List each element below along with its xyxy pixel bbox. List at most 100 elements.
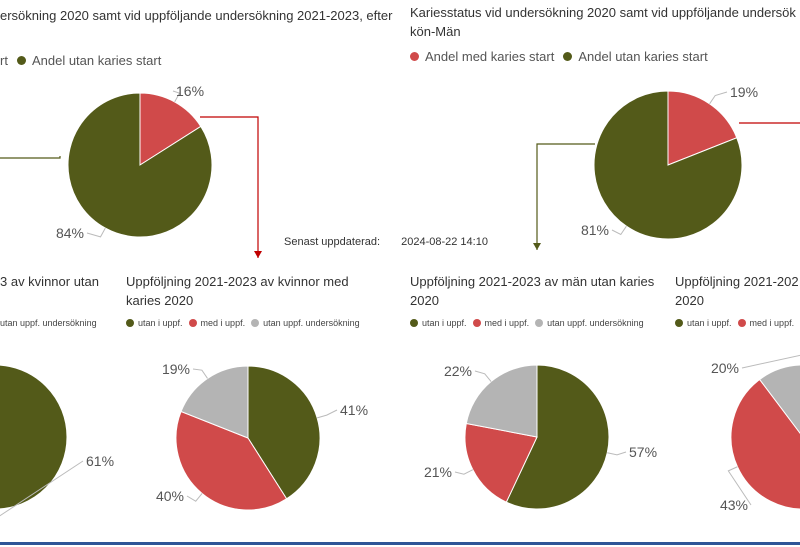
legend-item-label: utan uppf. undersökning — [263, 318, 360, 328]
legend-item-label: med i uppf. — [484, 318, 530, 328]
men_caries-label-2: 20% — [711, 360, 739, 376]
gray-dot-icon — [535, 319, 544, 327]
women_caries-leader-1 — [186, 493, 203, 502]
red-dot-icon — [737, 319, 746, 327]
men-top-title-line1: Kariesstatus vid undersökning 2020 samt … — [410, 5, 796, 20]
women_no_caries-label-0: 61% — [86, 453, 114, 469]
men-top-title: Kariesstatus vid undersökning 2020 samt … — [410, 3, 796, 41]
men_no_caries-leader-2 — [474, 370, 492, 382]
olive-dot-icon — [563, 52, 573, 61]
men-no-caries-arrow-head-icon — [533, 243, 541, 250]
red-dot-icon — [188, 319, 197, 327]
men_caries-label-1: 43% — [720, 497, 748, 513]
men_top-label-0: 19% — [730, 84, 758, 100]
men_no_caries-slice-0 — [505, 364, 610, 510]
women-top-title: ersökning 2020 samt vid uppföljande unde… — [0, 8, 393, 23]
legend-item-label: utan i uppf. — [687, 318, 732, 328]
men-caries-title-line2: 2020 — [675, 293, 704, 308]
men-no-caries-title: Uppföljning 2021-2023 av män utan karies… — [410, 272, 654, 310]
women_top-label-0: 16% — [176, 83, 204, 99]
men-caries-legend: utan i uppf. med i uppf. — [675, 318, 800, 328]
legend-item-label: utan uppf. undersökning — [0, 318, 97, 328]
olive-dot-icon — [675, 319, 683, 327]
legend-item-label: rt — [0, 53, 8, 68]
legend-item-no-followup[interactable]: utan uppf. undersökning — [251, 318, 360, 328]
men_top-slice-1 — [593, 90, 743, 240]
legend-item-without-caries[interactable]: Andel utan karies start — [563, 49, 708, 64]
men_top-label-1: 81% — [581, 222, 609, 238]
women-caries-title-line1: Uppföljning 2021-2023 av kvinnor med — [126, 274, 349, 289]
men_caries-leader-2 — [741, 354, 800, 369]
legend-item-no-followup[interactable]: utan uppf. undersökning — [0, 318, 97, 328]
women-caries-title: Uppföljning 2021-2023 av kvinnor med kar… — [126, 272, 349, 310]
legend-item-without[interactable]: utan i uppf. — [126, 318, 183, 328]
legend-item-label: Andel utan karies start — [31, 53, 162, 68]
men-top-legend: Andel med karies start Andel utan karies… — [410, 49, 717, 64]
last-updated-label: Senast uppdaterad: — [284, 236, 381, 248]
legend-item-without-caries[interactable]: Andel utan karies start — [16, 53, 162, 68]
women-caries-arrow-head-icon — [254, 251, 262, 258]
women-no-caries-legend: utan uppf. undersökning — [0, 318, 103, 328]
men-caries-title-line1: Uppföljning 2021-202 — [675, 274, 799, 289]
bottom-border — [0, 542, 800, 545]
gray-dot-icon — [251, 319, 260, 327]
legend-item-label: utan i uppf. — [138, 318, 183, 328]
women_caries-slice-2 — [180, 365, 249, 439]
last-updated-value: 2024-08-22 14:10 — [401, 236, 488, 248]
men_no_caries-label-1: 21% — [424, 464, 452, 480]
last-updated: Senast uppdaterad: 2024-08-22 14:10 — [284, 236, 488, 248]
women_top-label-1: 84% — [56, 225, 84, 241]
legend-item-with-caries[interactable]: Andel med karies start — [410, 49, 554, 64]
legend-item-label: Andel med karies start — [425, 49, 555, 64]
men_top-slice-0 — [667, 90, 738, 166]
men-no-caries-title-line2: 2020 — [410, 293, 439, 308]
legend-item-with-caries[interactable]: rt — [0, 53, 8, 68]
olive-dot-icon — [410, 319, 418, 327]
red-dot-icon — [472, 319, 481, 327]
women-caries-legend: utan i uppf. med i uppf. utan uppf. unde… — [126, 318, 366, 328]
women_top-leader-0 — [172, 90, 181, 103]
legend-item-with[interactable]: med i uppf. — [472, 318, 530, 328]
legend-item-with[interactable]: med i uppf. — [737, 318, 795, 328]
legend-item-with[interactable]: med i uppf. — [188, 318, 246, 328]
women_caries-label-2: 19% — [162, 361, 190, 377]
legend-item-label: Andel utan karies start — [578, 49, 708, 64]
women_top-slice-1 — [67, 92, 213, 238]
men-no-caries-legend: utan i uppf. med i uppf. utan uppf. unde… — [410, 318, 650, 328]
legend-item-label: med i uppf. — [200, 318, 246, 328]
men_no_caries-label-0: 57% — [629, 444, 657, 460]
men_no_caries-slice-2 — [465, 364, 538, 438]
legend-item-without[interactable]: utan i uppf. — [410, 318, 467, 328]
men_no_caries-leader-0 — [607, 451, 627, 456]
women-caries-title-line2: karies 2020 — [126, 293, 194, 308]
legend-item-no-followup[interactable]: utan uppf. undersökning — [535, 318, 644, 328]
men-no-caries-title-line1: Uppföljning 2021-2023 av män utan karies — [410, 274, 655, 289]
men_caries-slice-2 — [758, 364, 800, 434]
men_top-leader-1 — [611, 225, 627, 236]
legend-item-label: med i uppf. — [749, 318, 795, 328]
women-caries-arrow — [200, 116, 259, 258]
women_caries-leader-2 — [192, 368, 208, 379]
women_top-slice-0 — [139, 92, 202, 166]
legend-item-label: utan i uppf. — [422, 318, 467, 328]
women_caries-label-0: 41% — [340, 402, 368, 418]
men-top-title-line2: kön-Män — [410, 24, 461, 39]
men_no_caries-label-2: 22% — [444, 363, 472, 379]
men-caries-title: Uppföljning 2021-202 2020 — [675, 272, 799, 310]
men_top-leader-0 — [709, 91, 728, 105]
legend-item-without[interactable]: utan i uppf. — [675, 318, 732, 328]
women-top-connector-line — [0, 156, 61, 159]
women_no_caries-slice-0 — [0, 364, 68, 510]
women-top-legend: rt Andel utan karies start — [0, 53, 170, 68]
women_no_caries-leader-0 — [0, 460, 84, 517]
red-dot-icon — [410, 52, 419, 61]
women_caries-label-1: 40% — [156, 488, 184, 504]
olive-dot-icon — [16, 56, 26, 65]
men-no-caries-arrow — [536, 143, 595, 250]
men_caries-leader-1 — [727, 466, 752, 506]
men_no_caries-leader-1 — [454, 469, 474, 475]
women-no-caries-title: 3 av kvinnor utan — [0, 274, 100, 289]
olive-dot-icon — [126, 319, 134, 327]
women_top-leader-1 — [86, 227, 106, 238]
